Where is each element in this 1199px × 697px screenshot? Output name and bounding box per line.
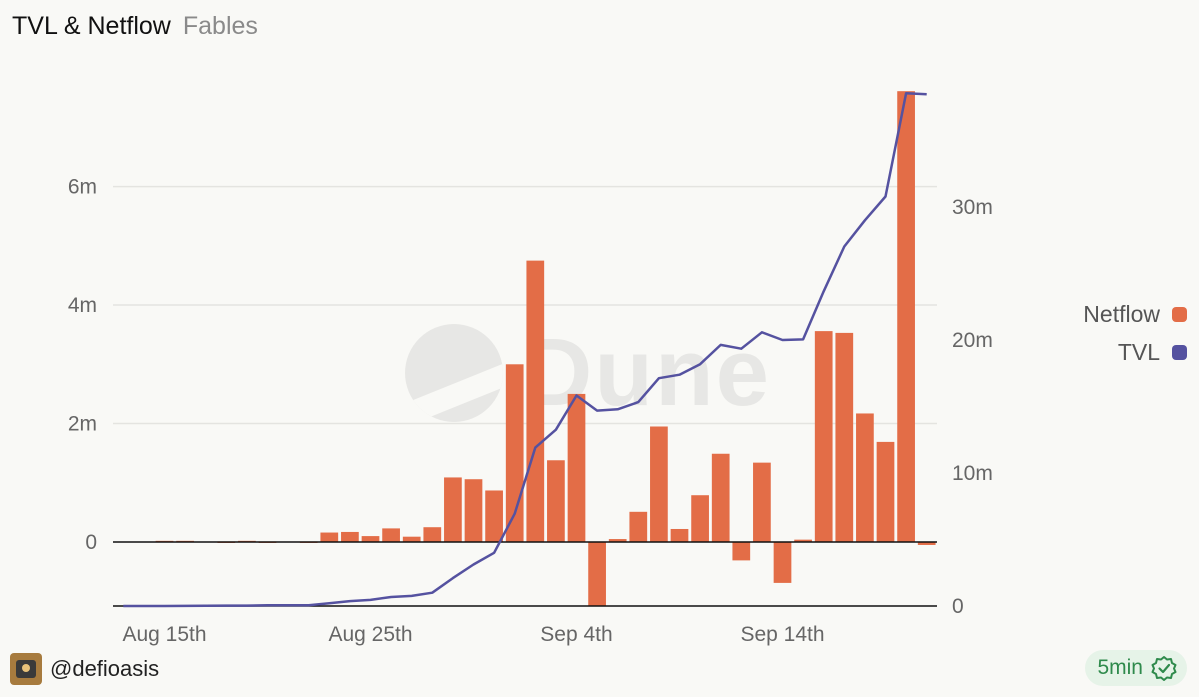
netflow-bar xyxy=(897,91,915,543)
avatar-icon xyxy=(10,653,42,685)
netflow-bar xyxy=(423,527,442,543)
netflow-bar xyxy=(732,542,751,561)
legend-item-netflow[interactable]: Netflow xyxy=(1083,295,1187,333)
legend-swatch-netflow xyxy=(1172,306,1187,322)
netflow-bar xyxy=(320,532,339,543)
refresh-label: 5min xyxy=(1097,656,1143,679)
chart-subtitle: Fables xyxy=(182,12,258,40)
legend-label-netflow: Netflow xyxy=(1083,300,1160,327)
x-tick-label: Sep 4th xyxy=(540,623,612,646)
netflow-bar xyxy=(691,495,709,543)
netflow-bar xyxy=(608,539,627,543)
legend-swatch-tvl xyxy=(1172,344,1187,360)
netflow-bar xyxy=(464,479,483,543)
netflow-bar xyxy=(856,413,874,543)
y-left-tick-label: 4m xyxy=(68,294,97,317)
netflow-bar xyxy=(402,536,421,543)
netflow-bar xyxy=(547,460,565,543)
netflow-bar xyxy=(382,528,400,543)
chart-title: TVL & Netflow xyxy=(12,12,171,40)
legend-item-tvl[interactable]: TVL xyxy=(1083,333,1187,371)
netflow-bar xyxy=(485,490,503,543)
netflow-bar xyxy=(567,393,586,543)
netflow-bar xyxy=(814,331,833,543)
y-right-tick-label: 20m xyxy=(952,329,993,352)
y-right-tick-label: 0 xyxy=(952,595,964,618)
refresh-badge[interactable]: 5min xyxy=(1085,650,1187,686)
netflow-bar xyxy=(835,332,854,543)
netflow-bar xyxy=(876,441,895,543)
check-badge-icon xyxy=(1151,656,1177,681)
netflow-bar xyxy=(753,462,771,543)
netflow-bar xyxy=(444,477,462,543)
netflow-bar xyxy=(341,531,359,543)
author-link[interactable]: @defioasis xyxy=(10,653,159,685)
y-left-tick-label: 2m xyxy=(68,413,97,436)
legend-label-tvl: TVL xyxy=(1117,338,1160,365)
netflow-bar xyxy=(917,542,936,545)
netflow-bar xyxy=(629,511,648,543)
netflow-bar xyxy=(773,542,792,583)
netflow-bar xyxy=(526,260,545,543)
chart-header: TVL & Netflow Fables xyxy=(12,12,258,41)
x-tick-label: Sep 14th xyxy=(740,623,824,646)
y-left-tick-label: 6m xyxy=(68,176,97,199)
tvl-line xyxy=(123,92,927,608)
netflow-bar xyxy=(670,528,689,543)
netflow-bar xyxy=(794,539,812,543)
y-left-tick-label: 0 xyxy=(85,531,97,554)
netflow-bar xyxy=(588,542,606,606)
y-right-tick-label: 30m xyxy=(952,196,993,219)
x-tick-label: Aug 15th xyxy=(122,623,206,646)
x-tick-label: Aug 25th xyxy=(328,623,412,646)
chart-legend: Netflow TVL xyxy=(1083,295,1187,371)
netflow-bar xyxy=(650,426,668,543)
netflow-bar xyxy=(361,536,380,543)
y-right-tick-label: 10m xyxy=(952,462,993,485)
netflow-bar xyxy=(711,453,730,543)
author-username: @defioasis xyxy=(50,656,160,681)
